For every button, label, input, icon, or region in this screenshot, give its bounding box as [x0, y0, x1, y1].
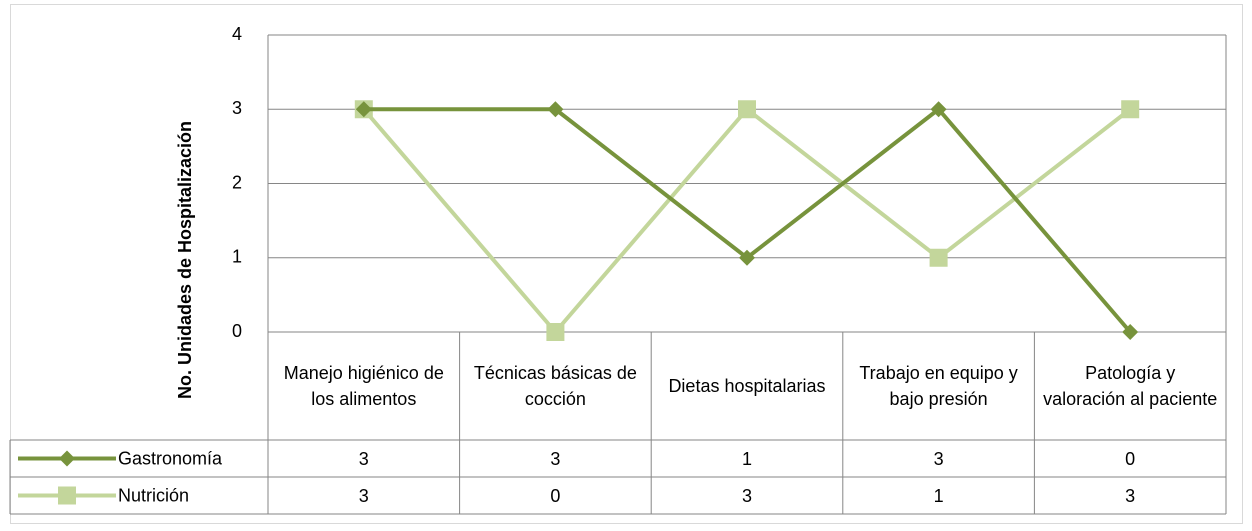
- series-line: [363, 107, 1132, 334]
- y-axis-label: No. Unidades de Hospitalización: [175, 121, 195, 399]
- table-value: 3: [358, 485, 369, 506]
- legend-label: Nutrición: [118, 485, 189, 505]
- category-label: Trabajo en equipo y bajo presión: [859, 363, 1018, 409]
- table-value: 3: [550, 448, 561, 469]
- table-value: 3: [358, 448, 369, 469]
- category-label: Manejo higiénico de los alimentos: [283, 363, 444, 409]
- table-value: 1: [741, 448, 752, 469]
- marker: [355, 101, 372, 118]
- marker: [547, 101, 564, 118]
- y-tick-label: 3: [232, 98, 242, 118]
- y-tick-label: 2: [232, 172, 242, 192]
- marker: [546, 323, 565, 341]
- y-tick-label: 0: [232, 321, 242, 341]
- table-value: 0: [1125, 448, 1136, 469]
- table-value: 3: [741, 485, 752, 506]
- legend-marker: [59, 450, 75, 467]
- category-label: Técnicas básicas de cocción: [473, 363, 637, 409]
- marker: [1122, 324, 1139, 340]
- category-label: Dietas hospitalarias: [668, 376, 826, 396]
- y-tick-label: 4: [232, 24, 242, 44]
- legend-marker: [58, 486, 76, 505]
- marker: [929, 248, 948, 267]
- series-line: [362, 107, 1132, 334]
- marker: [930, 101, 947, 118]
- category-label: Patología y valoración al paciente: [1043, 363, 1218, 409]
- legend-label: Gastronomía: [118, 448, 223, 468]
- marker: [738, 100, 756, 119]
- y-tick-label: 1: [232, 247, 242, 267]
- marker: [739, 249, 755, 266]
- table-value: 3: [1125, 485, 1136, 506]
- table-value: 0: [550, 485, 561, 506]
- marker: [1121, 100, 1140, 119]
- table-value: 1: [933, 485, 944, 506]
- table-value: 3: [933, 448, 944, 469]
- chart-border: [10, 4, 1243, 524]
